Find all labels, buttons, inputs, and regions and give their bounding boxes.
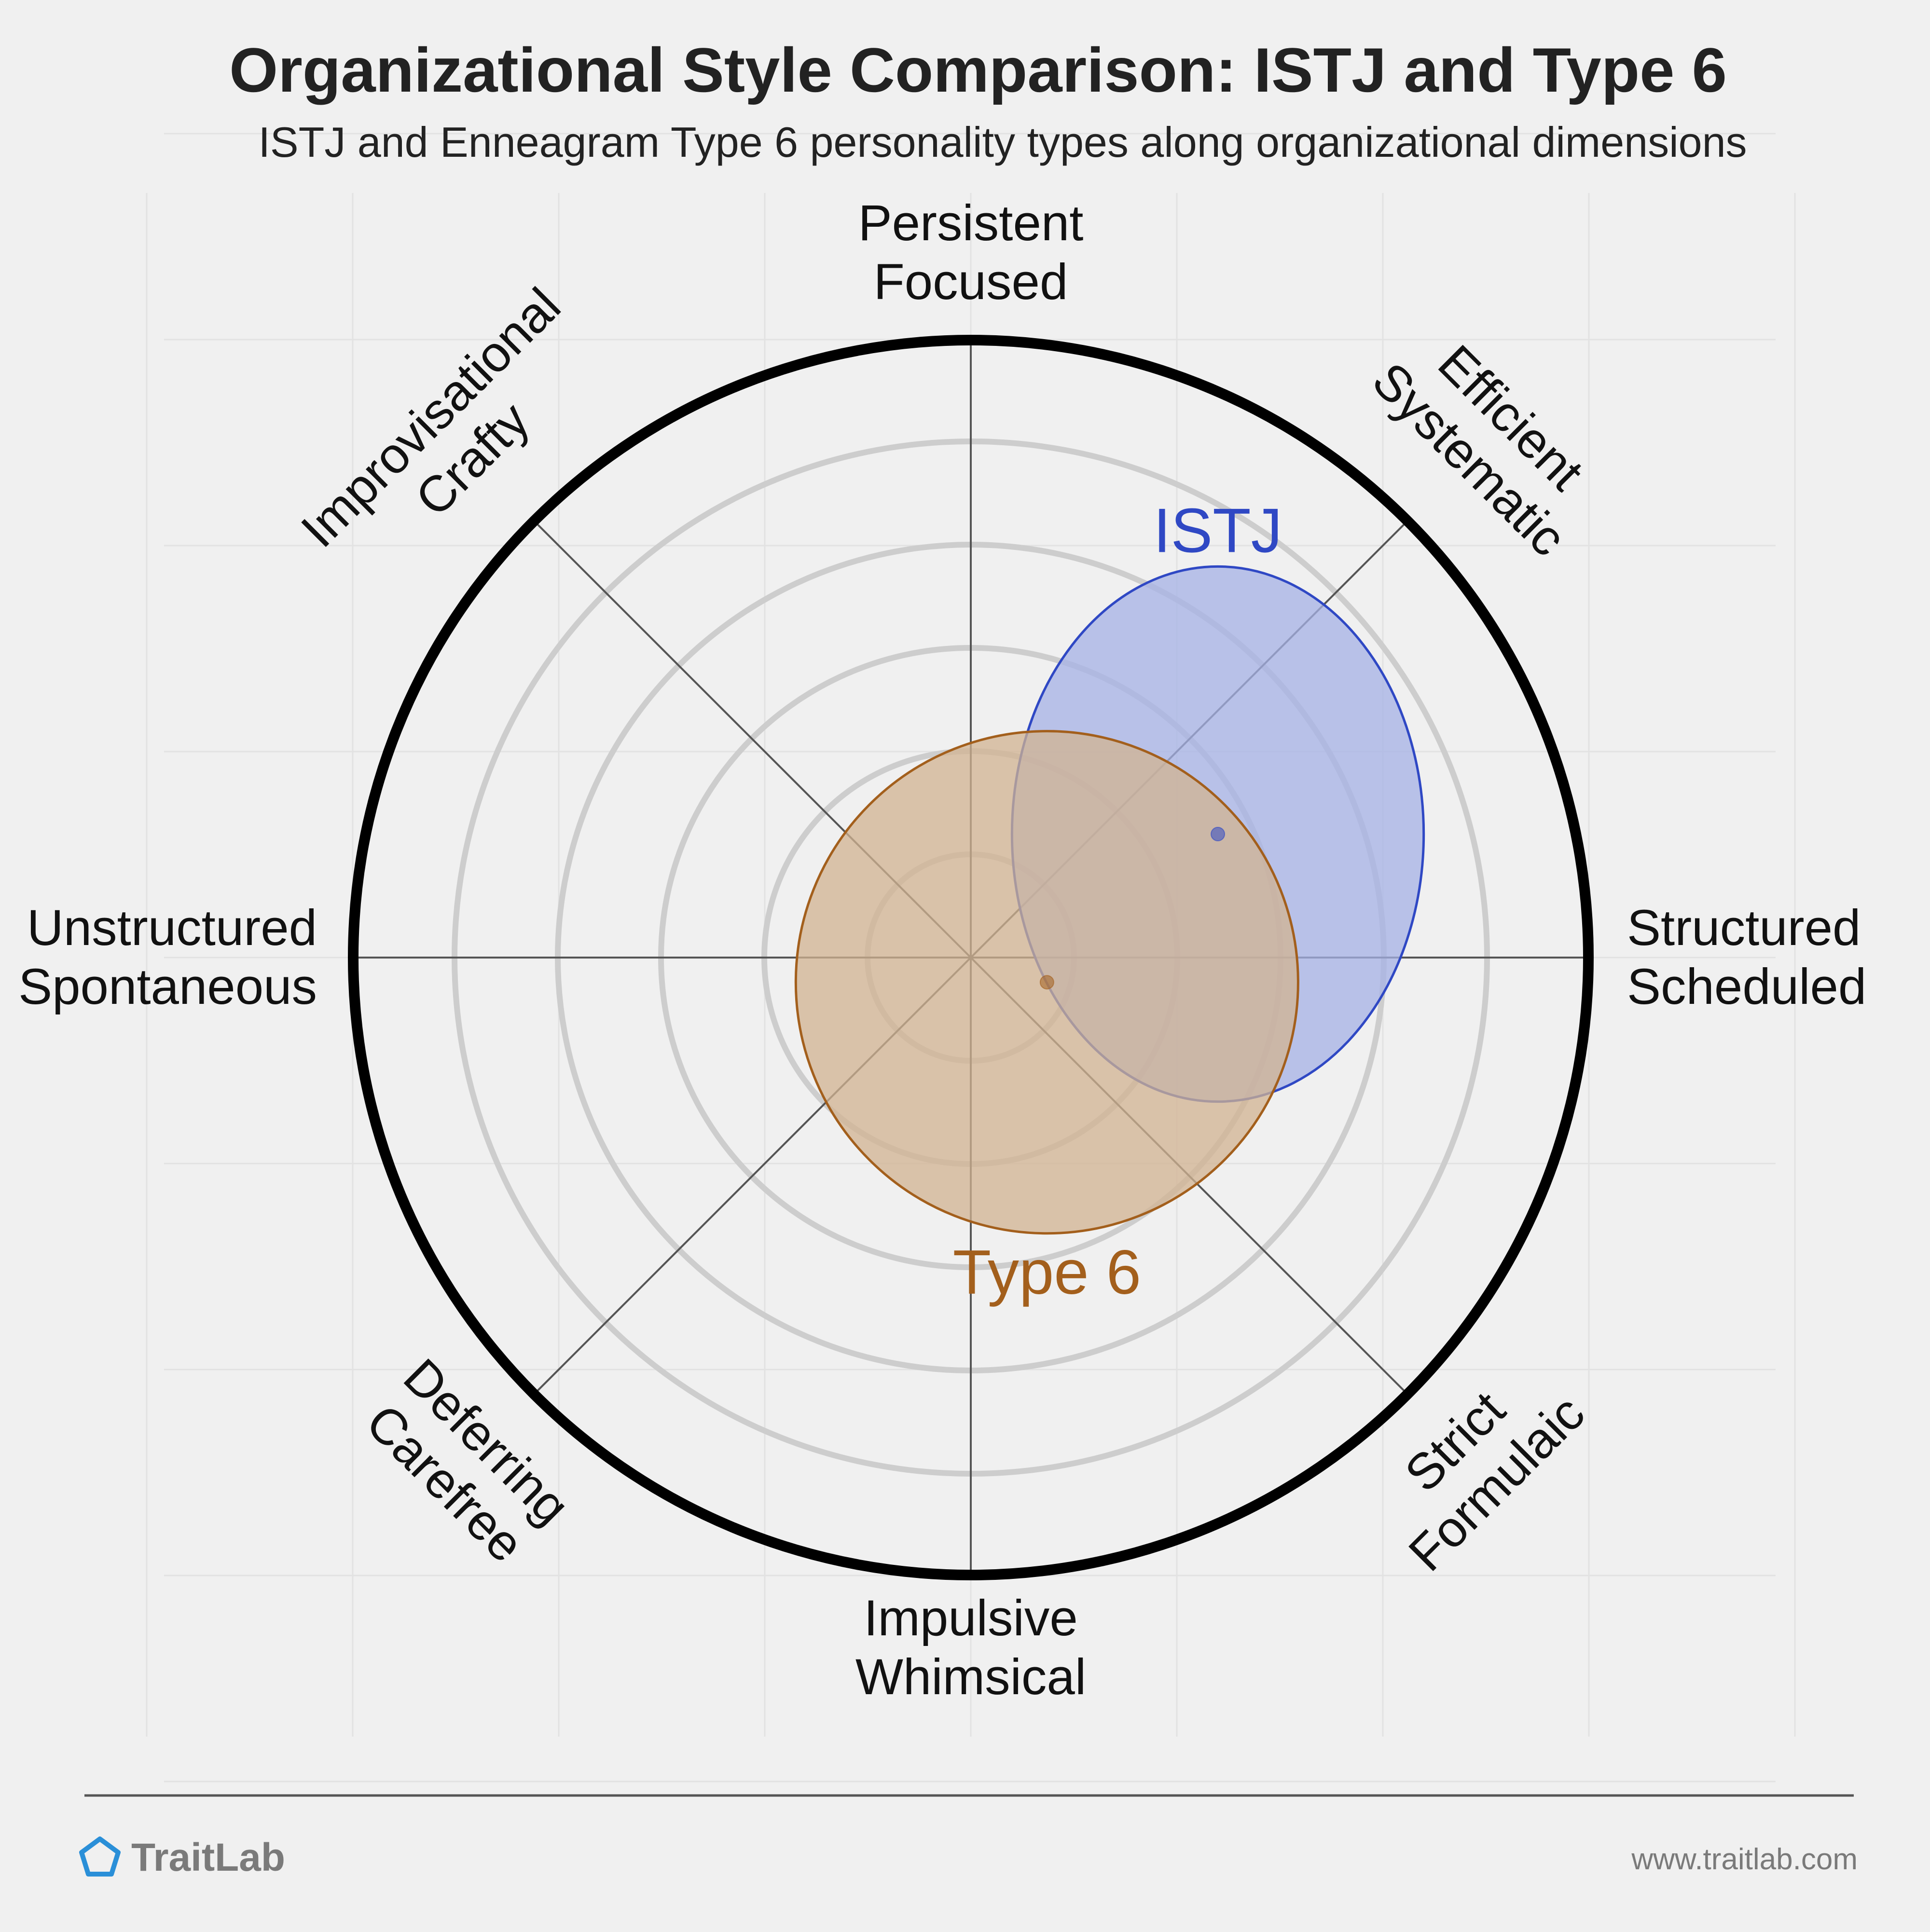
axis-label-line: Whimsical <box>855 1649 1086 1705</box>
series-labels: ISTJ Type 6 <box>953 495 1282 1307</box>
axis-label-line: Spontaneous <box>18 959 317 1015</box>
axis-label-line: Focused <box>874 254 1068 310</box>
pentagon-icon <box>79 1836 121 1877</box>
axis-label-line: Impulsive <box>864 1590 1077 1646</box>
brand-name: TraitLab <box>131 1836 285 1879</box>
chart-title: Organizational Style Comparison: ISTJ an… <box>229 35 1727 105</box>
footer-brand[interactable]: TraitLab <box>79 1836 285 1879</box>
outer-ring <box>348 335 1594 1580</box>
axis-label-line: Scheduled <box>1627 959 1866 1015</box>
series-center-point-1 <box>1039 975 1054 990</box>
series-shapes <box>794 565 1425 1235</box>
chart-subtitle: ISTJ and Enneagram Type 6 personality ty… <box>258 118 1747 166</box>
series-center-point-0 <box>1211 827 1225 841</box>
axis-label-line: Persistent <box>858 195 1084 251</box>
axis-label-line: Unstructured <box>27 900 317 956</box>
axis-label-line: Structured <box>1627 900 1861 956</box>
series-label-0: ISTJ <box>1153 495 1282 565</box>
footer-url[interactable]: www.traitlab.com <box>1631 1843 1858 1876</box>
series-label-1: Type 6 <box>953 1237 1141 1307</box>
